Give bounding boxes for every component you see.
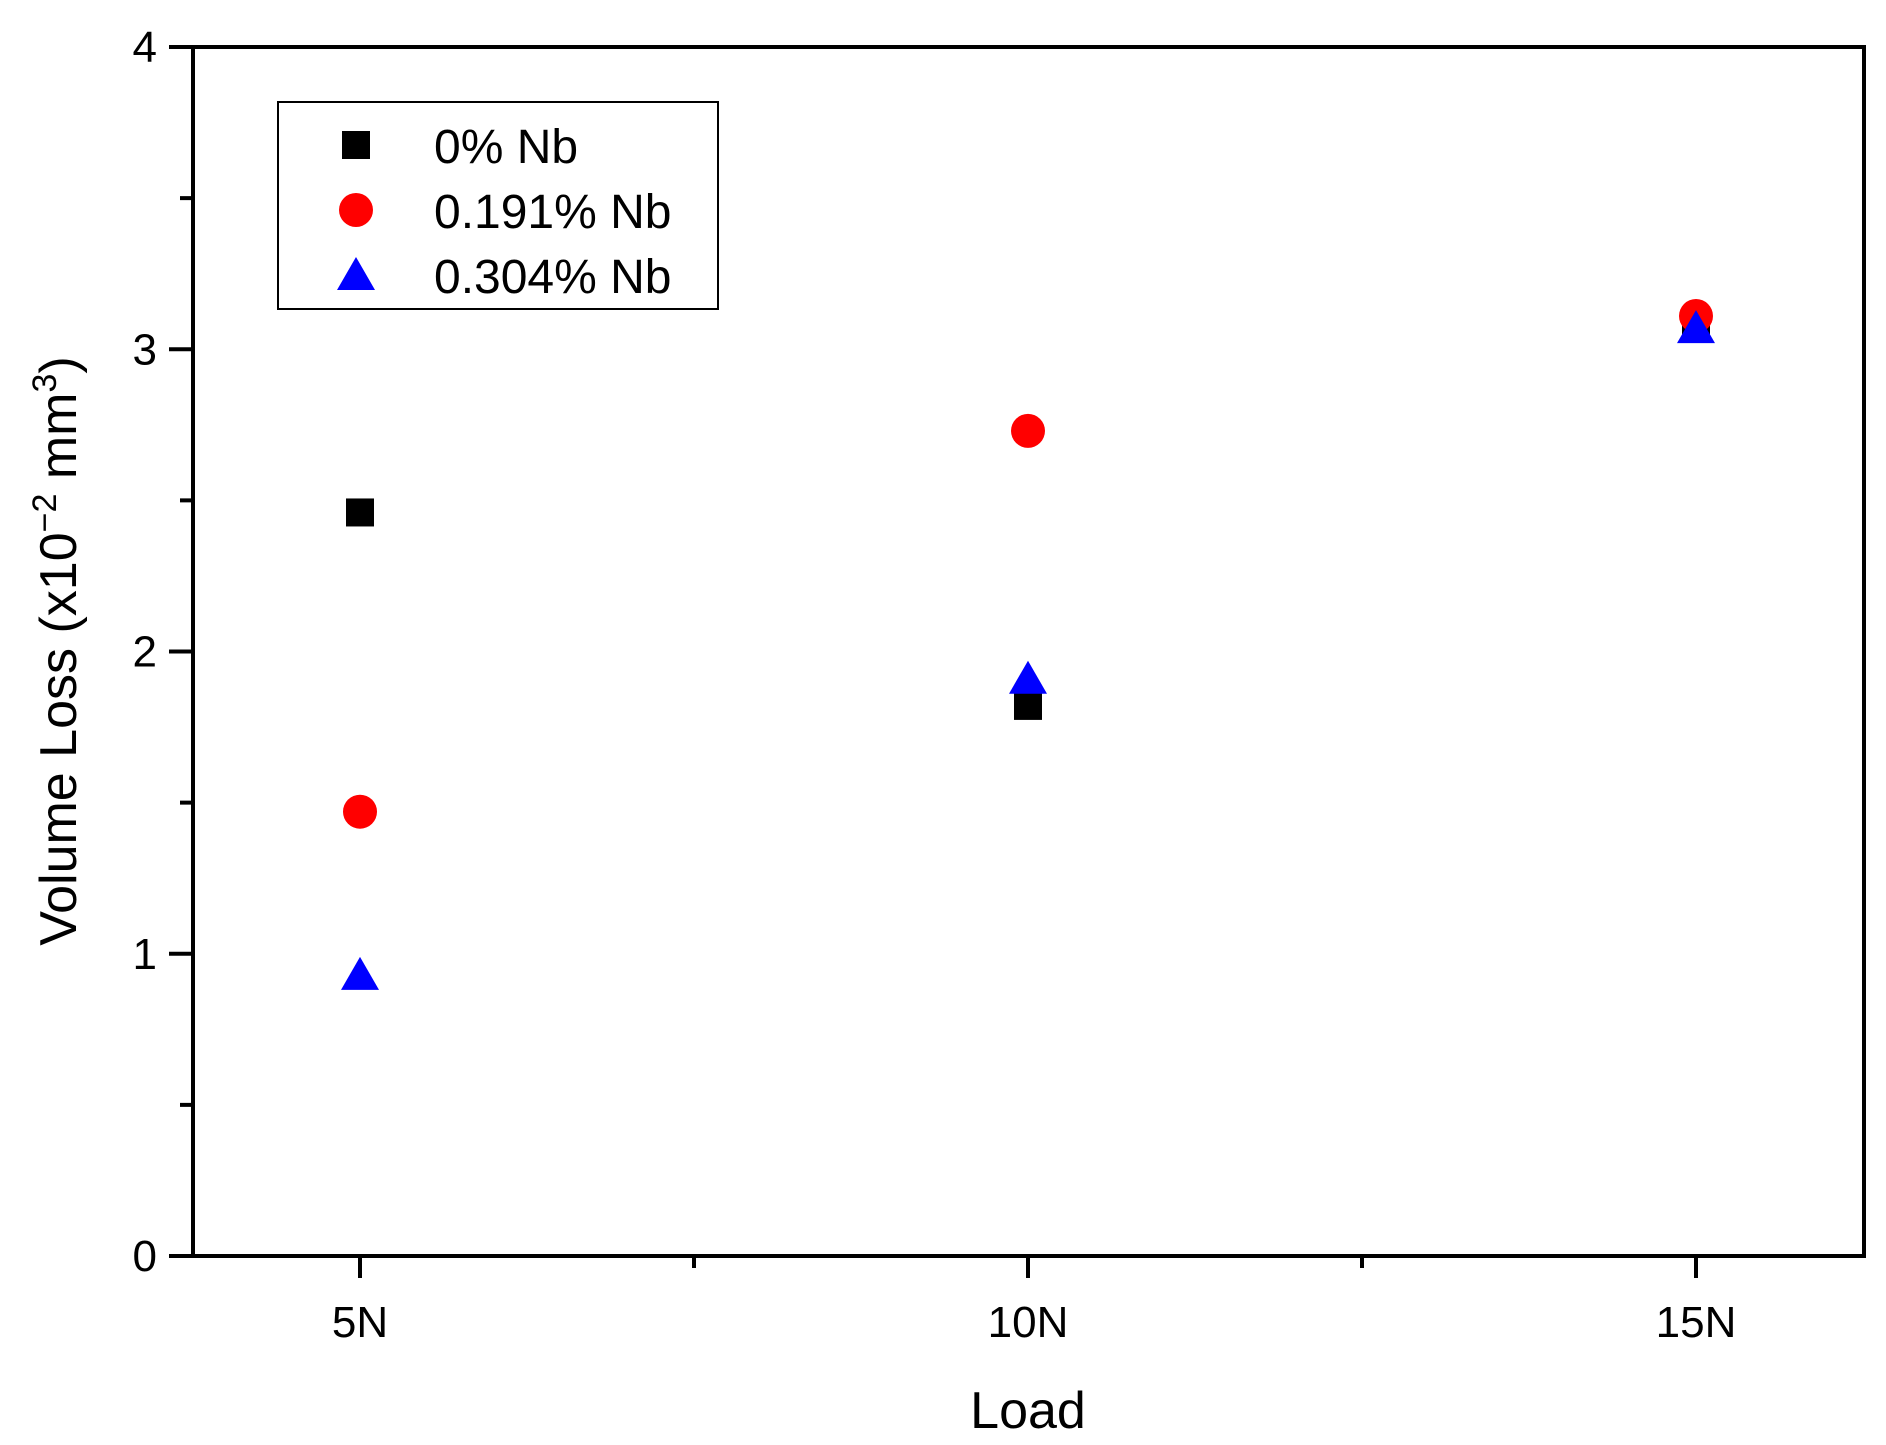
y-axis: 0 1 2 3 4 (133, 23, 193, 1281)
x-tick-label: 10N (988, 1298, 1069, 1347)
data-point (341, 956, 379, 990)
data-point (1011, 413, 1045, 448)
series-1 (343, 299, 1713, 829)
y-tick-label: 4 (133, 23, 157, 72)
y-tick-label: 1 (133, 930, 157, 979)
legend-label-0: 0% Nb (434, 121, 578, 174)
x-axis: 5N 10N 15N (332, 1256, 1736, 1347)
series-2 (341, 310, 1715, 990)
data-point (346, 498, 374, 527)
legend-markers (337, 131, 375, 290)
y-axis-title: Volume Loss (x10−2 mm3) (26, 356, 88, 945)
y-tick-label: 2 (133, 628, 157, 677)
data-point (1009, 660, 1047, 694)
y-axis-title-exponent: −2 (26, 494, 64, 533)
y-tick-label: 0 (133, 1232, 157, 1281)
legend-marker-1 (339, 193, 373, 227)
y-tick-label: 3 (133, 325, 157, 374)
legend-marker-0 (342, 131, 370, 159)
legend: 0% Nb 0.191% Nb 0.304% Nb (277, 101, 719, 310)
x-tick-label: 15N (1656, 1298, 1737, 1347)
y-axis-title-close: ) (30, 356, 88, 373)
legend-marker-2 (337, 257, 375, 290)
legend-label-2: 0.304% Nb (434, 251, 672, 304)
y-axis-title-unit-exponent: 3 (26, 374, 64, 393)
data-point (1677, 310, 1715, 344)
data-points (341, 299, 1715, 990)
legend-label-1: 0.191% Nb (434, 186, 672, 239)
data-point (1014, 691, 1042, 720)
y-axis-title-unit: mm (30, 393, 88, 494)
series-0 (346, 314, 1710, 720)
x-tick-label: 5N (332, 1298, 388, 1347)
data-point (343, 794, 377, 829)
x-axis-title: Load (970, 1382, 1086, 1440)
y-axis-title-main: Volume Loss (x10 (30, 532, 88, 945)
